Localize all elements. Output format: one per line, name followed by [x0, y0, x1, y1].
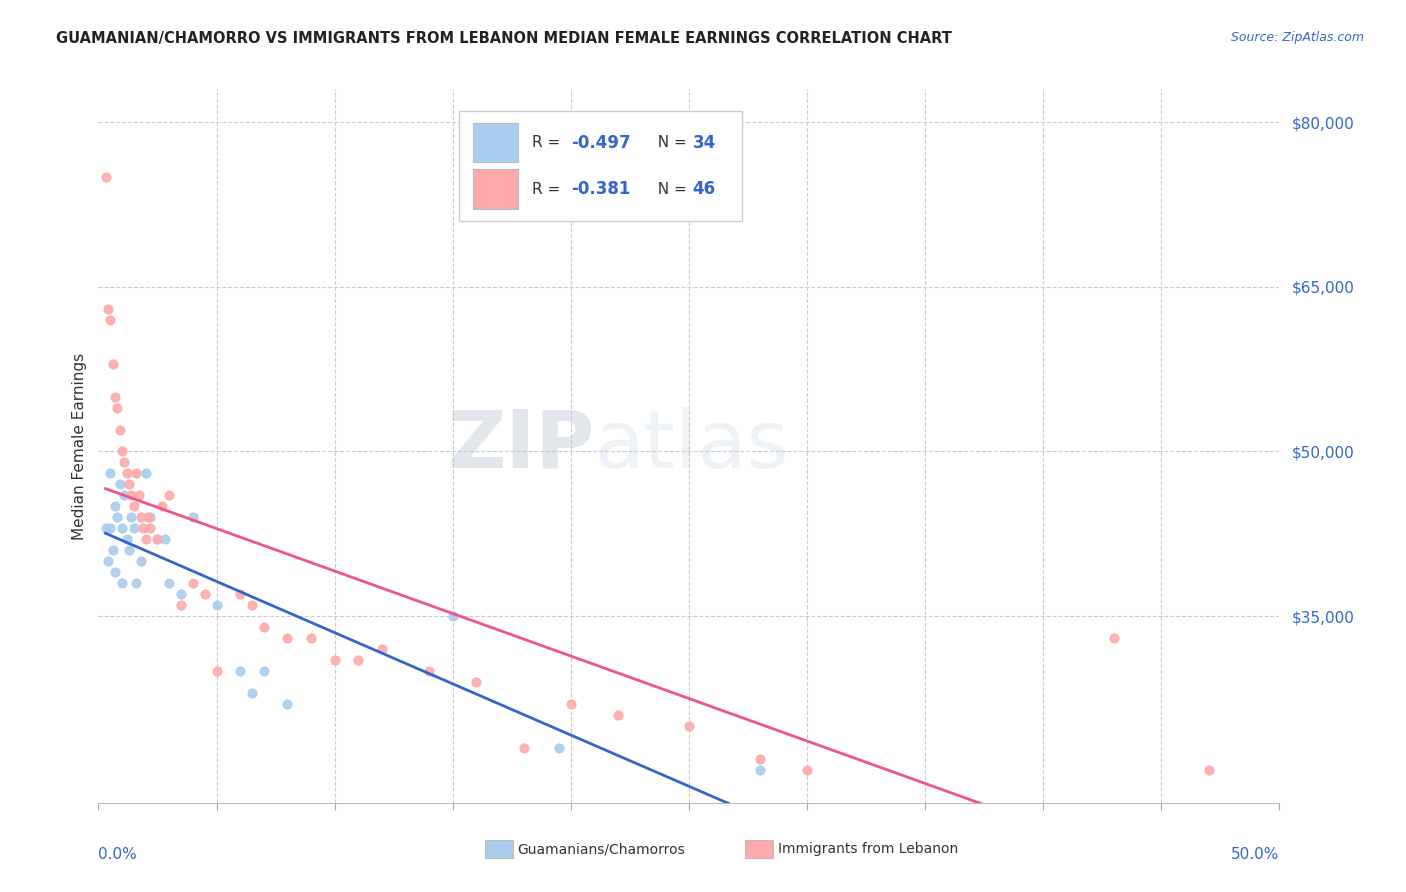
Point	[108, 423, 131, 437]
Point	[112, 455, 135, 469]
Point	[796, 763, 818, 777]
Text: GUAMANIAN/CHAMORRO VS IMMIGRANTS FROM LEBANON MEDIAN FEMALE EARNINGS CORRELATION: GUAMANIAN/CHAMORRO VS IMMIGRANTS FROM LE…	[56, 31, 952, 46]
Point	[548, 740, 571, 755]
Y-axis label: Median Female Earnings: Median Female Earnings	[72, 352, 87, 540]
Point	[122, 521, 145, 535]
Point	[299, 631, 322, 645]
Text: Immigrants from Lebanon: Immigrants from Lebanon	[778, 842, 957, 856]
Point	[135, 467, 157, 481]
Point	[111, 521, 134, 535]
FancyBboxPatch shape	[458, 111, 742, 221]
Point	[1102, 631, 1125, 645]
Point	[94, 521, 117, 535]
Point	[748, 763, 770, 777]
Point	[112, 488, 135, 502]
Point	[1198, 763, 1220, 777]
Point	[136, 510, 159, 524]
Point	[418, 664, 440, 678]
Point	[441, 609, 464, 624]
Point	[205, 664, 228, 678]
Point	[323, 653, 346, 667]
Text: Guamanians/Chamorros: Guamanians/Chamorros	[517, 842, 685, 856]
Point	[105, 510, 128, 524]
Point	[101, 357, 124, 371]
FancyBboxPatch shape	[472, 123, 517, 162]
Point	[229, 587, 252, 601]
Point	[129, 510, 152, 524]
Point	[560, 697, 582, 711]
Text: atlas: atlas	[595, 407, 789, 485]
Point	[125, 467, 148, 481]
Point	[153, 533, 176, 547]
Point	[121, 488, 143, 502]
Point	[157, 576, 180, 591]
Point	[205, 598, 228, 612]
Text: 46: 46	[693, 180, 716, 198]
Point	[146, 533, 169, 547]
Point	[97, 301, 120, 316]
Point	[129, 554, 152, 568]
Point	[170, 587, 193, 601]
Point	[240, 686, 263, 700]
Point	[132, 521, 155, 535]
Point	[371, 642, 394, 657]
Point	[748, 752, 770, 766]
Point	[105, 401, 128, 415]
Point	[253, 664, 276, 678]
Point	[253, 620, 276, 634]
Text: 50.0%: 50.0%	[1232, 847, 1279, 862]
Point	[157, 488, 180, 502]
Text: R =: R =	[531, 182, 565, 196]
Point	[104, 566, 127, 580]
Point	[276, 631, 298, 645]
Point	[146, 533, 169, 547]
Point	[111, 576, 134, 591]
Point	[150, 500, 173, 514]
Point	[465, 675, 488, 690]
Point	[125, 576, 148, 591]
Point	[139, 510, 162, 524]
Text: 34: 34	[693, 134, 716, 152]
Text: Source: ZipAtlas.com: Source: ZipAtlas.com	[1230, 31, 1364, 45]
Point	[115, 533, 138, 547]
Point	[170, 598, 193, 612]
Point	[512, 740, 534, 755]
Point	[101, 543, 124, 558]
Point	[97, 554, 120, 568]
Point	[108, 477, 131, 491]
Text: N =: N =	[648, 136, 692, 150]
Point	[678, 719, 700, 733]
Point	[98, 521, 121, 535]
Point	[128, 488, 150, 502]
Point	[111, 444, 134, 458]
Point	[98, 467, 121, 481]
Text: ZIP: ZIP	[447, 407, 595, 485]
FancyBboxPatch shape	[472, 169, 517, 209]
Point	[104, 500, 127, 514]
Point	[98, 312, 121, 326]
Text: -0.381: -0.381	[571, 180, 630, 198]
Text: -0.497: -0.497	[571, 134, 630, 152]
Point	[94, 169, 117, 184]
Point	[229, 664, 252, 678]
Point	[194, 587, 217, 601]
Point	[347, 653, 370, 667]
Text: 0.0%: 0.0%	[98, 847, 138, 862]
Point	[240, 598, 263, 612]
Point	[118, 477, 141, 491]
Point	[276, 697, 298, 711]
Point	[115, 467, 138, 481]
Point	[181, 510, 204, 524]
Point	[607, 708, 630, 723]
Text: R =: R =	[531, 136, 565, 150]
Point	[104, 390, 127, 404]
Point	[181, 576, 204, 591]
Point	[122, 500, 145, 514]
Point	[121, 510, 143, 524]
Text: N =: N =	[648, 182, 692, 196]
Point	[139, 521, 162, 535]
Point	[135, 533, 157, 547]
Point	[118, 543, 141, 558]
